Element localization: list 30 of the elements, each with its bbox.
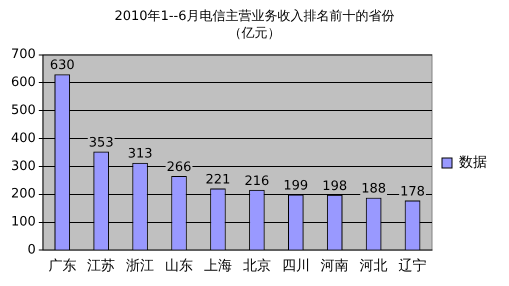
x-tick-label: 河北 [360,258,388,274]
y-tick-label: 100 [10,214,36,230]
data-label: 199 [283,178,308,194]
x-tick-label: 山东 [165,258,194,274]
x-tick-label: 四川 [282,258,310,274]
data-label: 216 [244,174,270,189]
y-tick-label: 700 [10,47,36,62]
x-tick-label: 北京 [242,258,271,274]
x-tick-label: 浙江 [126,258,154,274]
y-tick-label: 600 [10,75,36,90]
legend-label: 数据 [459,154,487,171]
y-tick-label: 300 [10,158,36,174]
x-tick-label: 江苏 [87,258,116,274]
data-label: 630 [50,58,75,74]
y-tick-label: 400 [10,130,36,146]
data-label: 178 [400,184,425,200]
y-tick-label: 0 [28,242,36,258]
x-tick-label: 河南 [320,258,349,274]
data-label: 266 [166,160,192,175]
data-label: 353 [88,136,114,151]
data-label: 221 [206,172,230,188]
data-label: 198 [322,178,348,194]
y-tick-label: 200 [10,186,36,202]
x-tick-label: 上海 [204,258,232,274]
x-tick-label: 辽宁 [398,258,427,274]
x-tick-label: 广东 [48,258,76,274]
chart-title: 2010年1--6月电信主营业务收入排名前十的省份（亿元） [113,8,396,43]
data-label: 313 [128,146,153,162]
y-tick-label: 500 [10,103,36,118]
data-label: 188 [361,182,386,197]
